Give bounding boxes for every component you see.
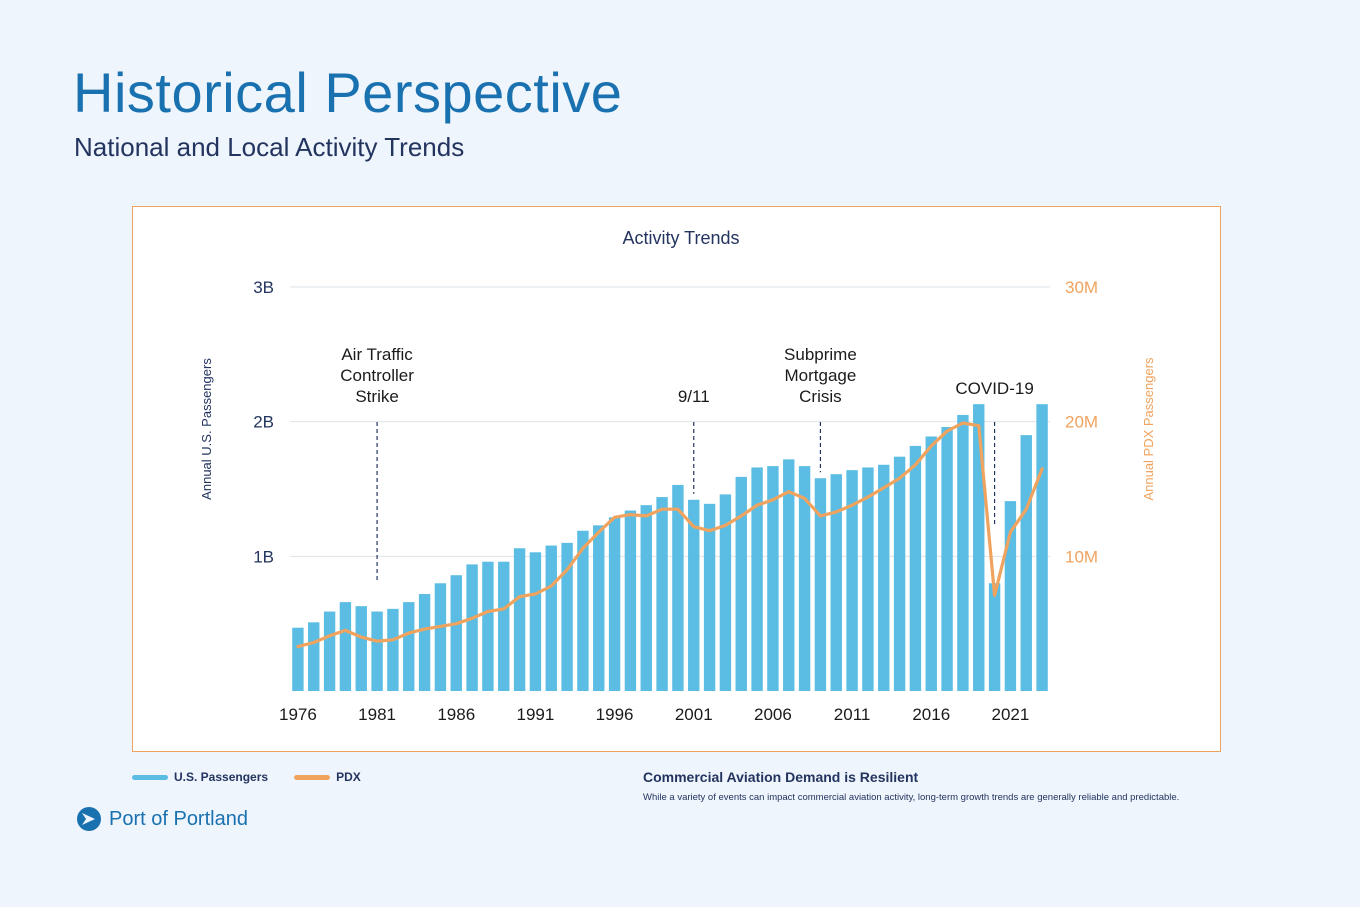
annotation-label-2009: Subprime [784,345,857,364]
bar-1987 [466,564,478,691]
bar-2006 [767,466,779,691]
bar-1991 [529,552,542,691]
annotation-label-2001: 9/11 [678,387,710,406]
bar-2021 [1004,501,1017,691]
x-tick-label: 2016 [912,705,950,724]
activity-trends-chart: Activity Trends 1B 2B 3B 10M 20M 30M Annual U.S… [199,228,1156,724]
x-tick-label: 2006 [754,705,792,724]
y-tick-label: 3B [253,278,274,297]
chart-frame: Activity Trends 1B 2B 3B 10M 20M 30M Annual U.S… [132,206,1221,752]
annotation-label-1981: Controller [340,366,414,385]
y-tick-label: 2B [253,413,274,432]
bar-2019 [973,404,985,691]
callout: Commercial Aviation Demand is Resilient … [643,769,1243,803]
y-axis-label: Annual U.S. Passengers [199,358,214,500]
annotation-label-2009: Crisis [799,387,842,406]
bar-1990 [513,548,526,691]
bar-2005 [751,467,763,691]
bar-2018 [957,414,969,691]
bar-2000 [672,484,684,691]
x-tick-label: 1976 [279,705,317,724]
legend-item-us-passengers: U.S. Passengers [132,770,268,784]
x-tick-label: 1981 [358,705,396,724]
y2-tick-label: 20M [1065,413,1098,432]
page-title: Historical Perspective [73,61,623,124]
bar-1976 [292,627,304,691]
annotation-label-1981: Strike [355,387,398,406]
bar-2004 [735,476,747,691]
bar-1979 [339,602,352,691]
legend-label-pdx: PDX [336,770,361,784]
bar-1996 [608,517,621,691]
bar-2017 [941,427,953,691]
legend-item-pdx: PDX [294,770,361,784]
bar-1980 [355,606,367,691]
callout-text: While a variety of events can impact com… [643,792,1180,803]
bar-2016 [925,436,937,691]
y2-axis-label: Annual PDX Passengers [1141,357,1156,501]
chart-title: Activity Trends [622,228,739,248]
annotation-label-1981: Air Traffic [341,345,413,364]
x-tick-label: 1986 [437,705,475,724]
bar-2007 [783,459,795,691]
legend-swatch-us-passengers [132,774,168,780]
bar-1993 [561,542,573,691]
legend-label-us-passengers: U.S. Passengers [174,770,269,784]
bar-2009 [814,478,827,691]
bar-1998 [640,505,652,691]
x-tick-label: 1991 [517,705,555,724]
bar-2003 [719,494,732,691]
bar-1994 [577,530,589,691]
bar-2008 [798,466,811,691]
legend-swatch-pdx [294,774,331,780]
bar-2020 [988,583,1001,691]
y2-tick-label: 30M [1065,278,1098,297]
bar-2022 [1020,435,1032,691]
bar-2012 [862,467,874,691]
bar-1983 [403,602,415,691]
bar-1985 [434,583,447,691]
x-tick-label: 2021 [992,705,1030,724]
annotation-label-2009: Mortgage [785,366,857,385]
x-tick-label: 2011 [834,705,871,724]
bar-2011 [846,470,858,691]
callout-title: Commercial Aviation Demand is Resilient [643,769,919,785]
y2-tick-label: 10M [1065,547,1098,566]
bar-1995 [593,525,605,691]
bar-1992 [545,545,557,691]
bar-1981 [371,611,383,691]
bar-1988 [482,561,494,691]
bar-2002 [703,503,716,691]
bar-1978 [323,611,336,691]
bar-1999 [656,497,668,691]
pdx-line [296,421,1044,649]
bar-2001 [688,499,700,691]
bar-1977 [308,622,320,691]
x-tick-label: 2001 [675,705,713,724]
y-tick-label: 1B [253,547,274,566]
logo-text: Port of Portland [109,807,248,830]
annotation-label-2020: COVID-19 [955,379,1033,398]
bar-2010 [830,474,842,691]
bar-2015 [909,445,922,691]
bar-2023 [1036,404,1048,691]
page-subtitle: National and Local Activity Trends [74,132,465,162]
bar-1984 [418,594,431,691]
bar-2014 [893,456,906,691]
bar-1997 [624,510,637,691]
bar-1982 [387,608,399,691]
port-of-portland-logo: Port of Portland [76,806,248,832]
bar-1989 [498,561,510,691]
port-logo-icon [77,807,101,831]
bar-2013 [878,464,890,691]
legend: U.S. Passengers PDX [132,770,387,784]
bar-1986 [450,575,462,691]
x-tick-label: 1996 [596,705,634,724]
